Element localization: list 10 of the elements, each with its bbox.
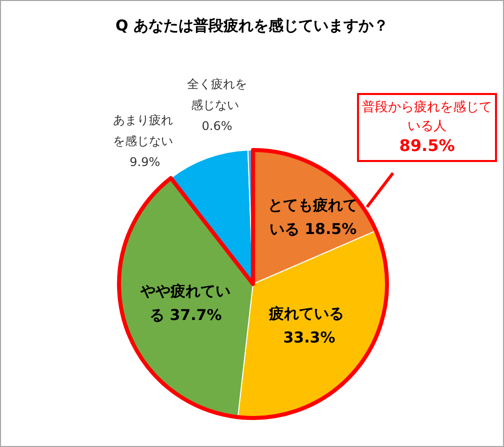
slice-label: 全く疲れを感じない <box>187 77 247 112</box>
data-label: 33.3% <box>283 328 336 347</box>
slice-label: やや疲れている 37.7% <box>140 282 231 324</box>
data-label: 0.6% <box>202 119 232 133</box>
slice-label: あまり疲れを感じない <box>113 113 173 148</box>
text: 普段から疲れを感じている人 89.5% <box>362 100 492 155</box>
chart-title: Q あなたは普段疲れを感じていますか？ <box>116 16 388 34</box>
slice-label: とても疲れている 18.5% <box>268 196 358 238</box>
data-label: 9.9% <box>126 155 160 169</box>
slice-label: 疲れている <box>268 304 350 323</box>
